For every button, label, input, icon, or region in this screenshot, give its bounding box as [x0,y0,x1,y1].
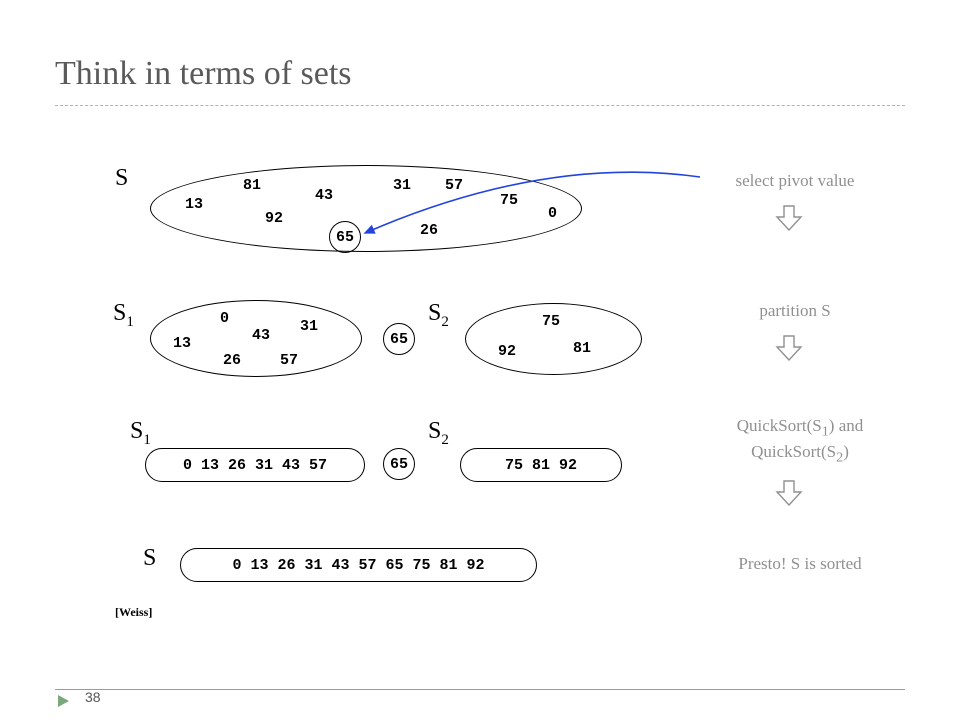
num-57: 57 [445,177,463,194]
pivot-circle-inS: 65 [329,221,361,253]
label-S1-row3: S1 [130,418,151,449]
page-number: 38 [85,689,101,705]
num-13: 13 [185,196,203,213]
arrow-down-2 [775,335,803,361]
pivot-65-row2: 65 [390,331,408,348]
arrow-down-1 [775,205,803,231]
step-select-pivot: select pivot value [695,170,895,192]
label-S2-row3: S2 [428,418,449,449]
s1-n0: 0 [220,310,229,327]
s1-n26: 26 [223,352,241,369]
label-S: S [115,165,128,192]
pivot-65-inS: 65 [336,229,354,246]
title-divider [55,105,905,106]
num-0: 0 [548,205,557,222]
sorted-all-pill: 0 13 26 31 43 57 65 75 81 92 [180,548,537,582]
s1-n43: 43 [252,327,270,344]
sorted-S2-pill: 75 81 92 [460,448,622,482]
footer-play-icon [58,695,69,707]
pivot-circle-row2: 65 [383,323,415,355]
sorted-S2: 75 81 92 [505,457,577,474]
sorted-S1: 0 13 26 31 43 57 [183,457,327,474]
label-S2-row2: S2 [428,300,449,331]
s2-n81: 81 [573,340,591,357]
arrow-down-3 [775,480,803,506]
slide: Think in terms of sets S 13 81 92 43 31 … [0,0,960,720]
pivot-65-row3: 65 [390,456,408,473]
step-quicksort: QuickSort(S1) and QuickSort(S2) [700,415,900,467]
num-81: 81 [243,177,261,194]
num-92: 92 [265,210,283,227]
label-S-final: S [143,545,156,572]
pivot-circle-row3: 65 [383,448,415,480]
num-75: 75 [500,192,518,209]
slide-title: Think in terms of sets [55,55,352,93]
s2-n92: 92 [498,343,516,360]
num-43: 43 [315,187,333,204]
step-presto: Presto! S is sorted [700,553,900,575]
s1-n57: 57 [280,352,298,369]
s1-n13: 13 [173,335,191,352]
citation: [Weiss] [115,605,152,620]
num-31: 31 [393,177,411,194]
sorted-S1-pill: 0 13 26 31 43 57 [145,448,365,482]
footer-divider [55,689,905,690]
num-26: 26 [420,222,438,239]
sorted-all: 0 13 26 31 43 57 65 75 81 92 [232,557,484,574]
label-S1-row2: S1 [113,300,134,331]
s1-n31: 31 [300,318,318,335]
step-partition: partition S [720,300,870,322]
s2-n75: 75 [542,313,560,330]
